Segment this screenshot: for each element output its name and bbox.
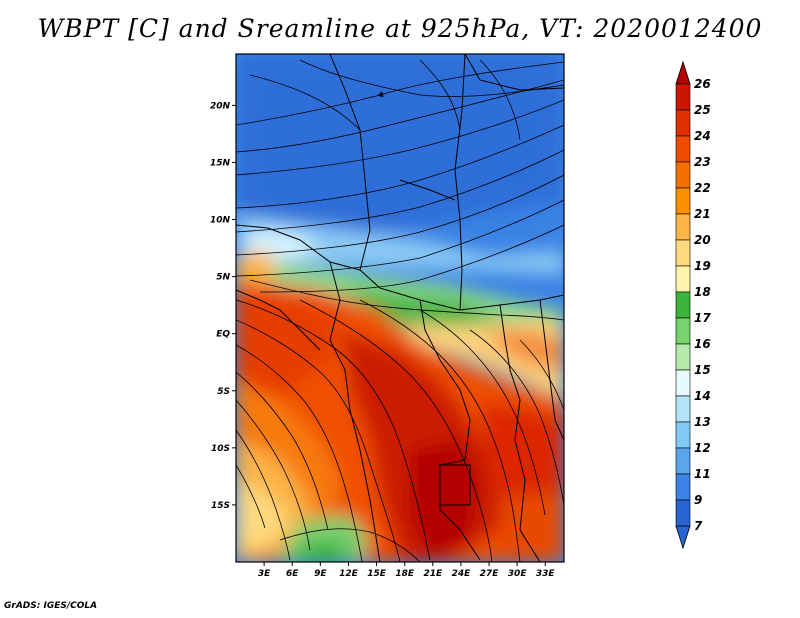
lat-tick-label: 10S (211, 444, 230, 454)
lat-tick-label: EQ (216, 330, 230, 340)
lon-tick-label: 30E (508, 569, 528, 579)
colorbar-level-label: 13 (694, 415, 711, 429)
colorbar-bottom-arrow (675, 525, 691, 550)
lon-tick-label: 27E (480, 569, 500, 579)
lon-tick-label: 6E (286, 569, 299, 579)
lat-tick-label: 15S (211, 501, 230, 511)
colorbar-swatch (675, 473, 691, 501)
streamlines (236, 59, 564, 562)
colorbar: 26 25 24 23 22 21 20 19 18 17 16 15 14 13 12 11 9 7 (675, 60, 711, 550)
lon-tick-label: 24E (452, 569, 472, 579)
colorbar-swatch (675, 265, 691, 293)
colorbar-level-label: 9 (694, 493, 702, 507)
colorbar-swatch (675, 317, 691, 345)
lat-tick-label: 10N (210, 216, 231, 226)
grads-credit: GrADS: IGES/COLA (4, 601, 98, 611)
colorbar-level-label: 16 (694, 337, 711, 351)
lon-tick-label: 18E (395, 569, 415, 579)
colorbar-level-label: 19 (694, 259, 711, 273)
colorbar-level-label: 17 (694, 311, 711, 325)
colorbar-swatch (675, 369, 691, 397)
latitude-axis: 20N 15N 10N 5N EQ 5S 10S 15S (210, 101, 236, 511)
lat-tick-label: 15N (210, 158, 231, 168)
colorbar-level-label: 18 (694, 285, 711, 299)
colorbar-swatch (675, 499, 691, 527)
longitude-axis: 3E 6E 9E 12E 15E 18E 21E 24E 27E 30E 33E (258, 562, 556, 579)
lat-tick-label: 20N (210, 101, 231, 111)
colorbar-swatch (675, 395, 691, 423)
lon-tick-label: 3E (258, 569, 271, 579)
lon-tick-label: 12E (339, 569, 359, 579)
lat-tick-label: 5S (217, 387, 230, 397)
colorbar-swatch (675, 109, 691, 137)
colorbar-level-label: 25 (694, 103, 711, 117)
lon-tick-label: 33E (536, 569, 556, 579)
colorbar-level-label: 15 (694, 363, 711, 377)
lon-tick-label: 15E (367, 569, 387, 579)
colorbar-level-label: 21 (694, 207, 711, 221)
colorbar-level-label: 26 (694, 77, 711, 91)
colorbar-level-label: 22 (694, 181, 711, 195)
colorbar-swatch (675, 239, 691, 267)
colorbar-level-label: 20 (694, 233, 711, 247)
colorbar-swatch (675, 343, 691, 371)
colorbar-swatch (675, 447, 691, 475)
colorbar-level-label: 7 (694, 519, 703, 533)
colorbar-swatch (675, 187, 691, 215)
colorbar-level-label: 14 (694, 389, 711, 403)
colorbar-swatch (675, 213, 691, 241)
map-title: WBPT [C] and Sreamline at 925hPa, VT: 20… (37, 14, 763, 43)
lon-tick-label: 21E (423, 569, 443, 579)
lon-tick-label: 9E (314, 569, 327, 579)
lat-tick-label: 5N (216, 273, 230, 283)
colorbar-swatch (675, 83, 691, 111)
colorbar-level-label: 24 (694, 129, 711, 143)
colorbar-swatch (675, 421, 691, 449)
map-frame (235, 53, 565, 563)
colorbar-swatch (675, 161, 691, 189)
colorbar-swatch (675, 291, 691, 319)
colorbar-level-label: 12 (694, 441, 711, 455)
country-borders (236, 54, 564, 562)
colorbar-swatch (675, 135, 691, 163)
colorbar-level-label: 23 (694, 155, 711, 169)
colorbar-top-arrow (675, 60, 691, 85)
colorbar-level-label: 11 (694, 467, 711, 481)
